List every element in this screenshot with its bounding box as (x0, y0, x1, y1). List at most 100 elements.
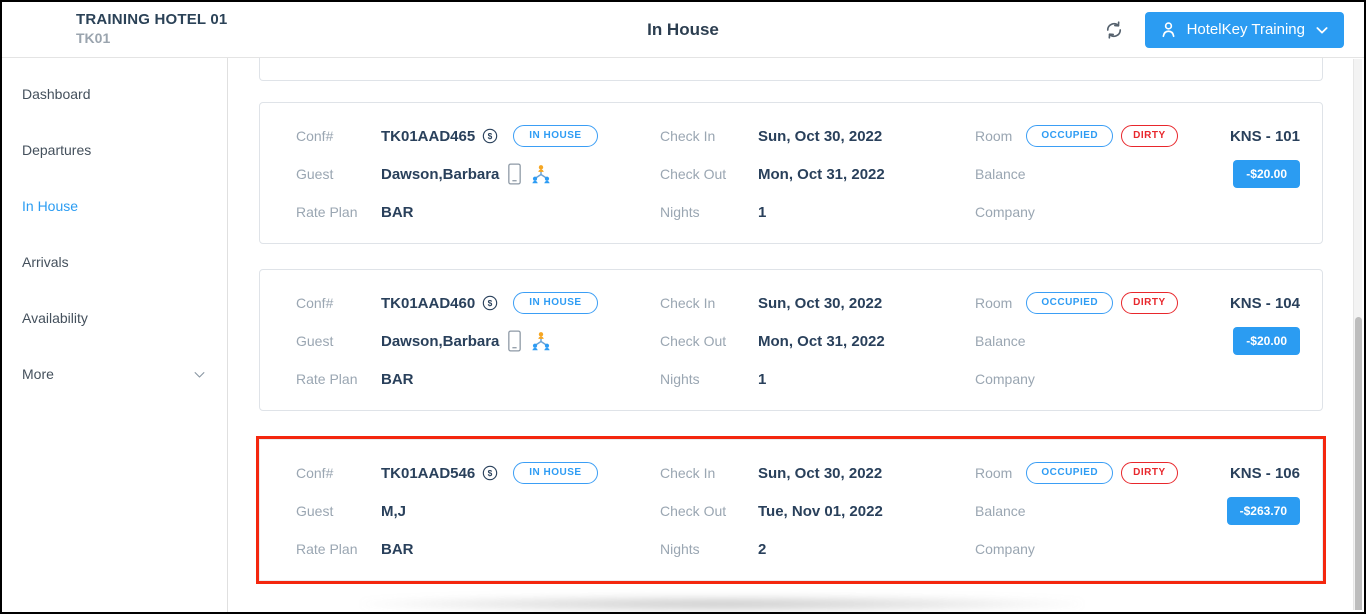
check-in-value: Sun, Oct 30, 2022 (758, 127, 883, 145)
dollar-circle-icon[interactable]: $ (482, 128, 498, 144)
card-row-3: Rate Plan BAR Nights 1 Company (296, 360, 1300, 398)
reservation-list: Conf# TK01AAD465 $ IN HOUSE Check In Sun… (228, 58, 1364, 612)
mobile-phone-icon[interactable] (506, 162, 523, 186)
reservation-card[interactable]: Conf# TK01AAD546 $ IN HOUSE Check In Sun… (259, 439, 1323, 581)
sidebar-item-label: Availability (22, 310, 88, 326)
guest-share-icon[interactable] (530, 331, 552, 352)
balance-button[interactable]: -$20.00 (1233, 327, 1300, 355)
nights-label: Nights (660, 541, 700, 557)
guest-label: Guest (296, 503, 334, 519)
sidebar-item-label: Arrivals (22, 254, 69, 270)
guest-label: Guest (296, 333, 334, 349)
svg-text:$: $ (488, 468, 493, 478)
room-dirty-badge: DIRTY (1121, 292, 1178, 314)
room-status-group: Room OCCUPIED DIRTY (975, 462, 1180, 484)
rate-plan-label: Rate Plan (296, 541, 358, 557)
hotel-block: TRAINING HOTEL 01 TK01 (2, 11, 227, 47)
rate-plan-value: BAR (381, 370, 414, 388)
sidebar-item-availability[interactable]: Availability (2, 290, 227, 346)
sidebar-item-label: More (22, 366, 54, 382)
conf-value-group: TK01AAD460 $ IN HOUSE (381, 292, 660, 314)
conf-label: Conf# (296, 295, 334, 311)
card-row-3: Rate Plan BAR Nights 1 Company (296, 193, 1300, 231)
dollar-circle-icon[interactable]: $ (482, 465, 498, 481)
balance-group: Balance (975, 503, 1180, 519)
check-out-label: Check Out (660, 166, 727, 182)
conf-value-group: TK01AAD465 $ IN HOUSE (381, 125, 660, 147)
rate-plan-label: Rate Plan (296, 204, 358, 220)
conf-number: TK01AAD460 (381, 294, 476, 312)
sidebar-item-in-house[interactable]: In House (2, 178, 227, 234)
room-dirty-badge: DIRTY (1121, 125, 1178, 147)
check-in-label: Check In (660, 295, 716, 311)
room-number: KNS - 101 (1229, 127, 1300, 145)
check-in-label: Check In (660, 128, 716, 144)
balance-label: Balance (975, 333, 1026, 349)
sidebar-item-departures[interactable]: Departures (2, 122, 227, 178)
balance-button[interactable]: -$263.70 (1226, 497, 1300, 525)
conf-label: Conf# (296, 465, 334, 481)
check-out-value: Mon, Oct 31, 2022 (758, 332, 885, 350)
mobile-phone-icon[interactable] (506, 329, 523, 353)
nights-value: 1 (758, 370, 767, 388)
rate-plan-label: Rate Plan (296, 371, 358, 387)
sidebar-nav: Dashboard Departures In House Arrivals A… (2, 58, 228, 612)
highlight-border: Conf# TK01AAD546 $ IN HOUSE Check In Sun… (256, 436, 1326, 584)
person-icon (1159, 20, 1178, 39)
dollar-circle-icon[interactable]: $ (482, 295, 498, 311)
balance-group: Balance (975, 166, 1180, 182)
sidebar-item-dashboard[interactable]: Dashboard (2, 66, 227, 122)
page-title: In House (647, 19, 719, 39)
guest-label: Guest (296, 166, 334, 182)
room-number: KNS - 106 (1229, 464, 1300, 482)
sidebar-item-label: Departures (22, 142, 92, 158)
hotel-code: TK01 (76, 30, 111, 47)
reservation-card[interactable]: Conf# TK01AAD465 $ IN HOUSE Check In Sun… (259, 102, 1323, 244)
chevron-down-icon (192, 367, 207, 382)
conf-label: Conf# (296, 128, 334, 144)
balance-cell: -$20.00 (1180, 327, 1300, 355)
check-out-label: Check Out (660, 503, 727, 519)
room-label: Room (975, 465, 1013, 481)
room-status-group: Room OCCUPIED DIRTY (975, 125, 1180, 147)
top-header: TRAINING HOTEL 01 TK01 In House (2, 2, 1364, 58)
room-label: Room (975, 295, 1013, 311)
nights-label: Nights (660, 204, 700, 220)
card-row-3: Rate Plan BAR Nights 2 Company (296, 530, 1300, 568)
guest-name: M,J (381, 502, 407, 520)
card-row-2: Guest Dawson,Barbara (296, 322, 1300, 360)
balance-cell: -$263.70 (1180, 497, 1300, 525)
company-label: Company (975, 371, 1035, 387)
balance-cell: -$20.00 (1180, 160, 1300, 188)
user-menu-label: HotelKey Training (1186, 21, 1305, 38)
room-occupied-badge: OCCUPIED (1026, 292, 1114, 314)
header-right: HotelKey Training (1103, 11, 1364, 48)
check-in-value: Sun, Oct 30, 2022 (758, 294, 883, 312)
sidebar-item-more[interactable]: More (2, 346, 227, 402)
reservation-card[interactable]: Conf# TK01AAD460 $ IN HOUSE Check In Sun… (259, 269, 1323, 411)
guest-name: Dawson,Barbara (381, 332, 500, 350)
check-in-value: Sun, Oct 30, 2022 (758, 464, 883, 482)
room-occupied-badge: OCCUPIED (1026, 462, 1114, 484)
scrollbar-thumb[interactable] (1355, 317, 1362, 610)
nights-label: Nights (660, 371, 700, 387)
card-row-1: Conf# TK01AAD465 $ IN HOUSE Check In Sun… (296, 117, 1300, 155)
card-row-1: Conf# TK01AAD460 $ IN HOUSE Check In Sun… (296, 284, 1300, 322)
check-in-label: Check In (660, 465, 716, 481)
chevron-down-icon (1314, 22, 1330, 38)
scrollbar[interactable] (1353, 59, 1362, 610)
status-badge: IN HOUSE (513, 292, 598, 314)
room-number: KNS - 104 (1229, 294, 1300, 312)
room-label: Room (975, 128, 1013, 144)
guest-share-icon[interactable] (530, 164, 552, 185)
guest-name: Dawson,Barbara (381, 165, 500, 183)
balance-button[interactable]: -$20.00 (1233, 160, 1300, 188)
refresh-icon[interactable] (1103, 19, 1125, 41)
conf-number: TK01AAD465 (381, 127, 476, 145)
balance-group: Balance (975, 333, 1180, 349)
user-menu-button[interactable]: HotelKey Training (1144, 11, 1344, 48)
card-row-2: Guest M,J Check Out Tue, Nov 01, 2022 Ba… (296, 492, 1300, 530)
hotel-name: TRAINING HOTEL 01 (76, 11, 228, 29)
sidebar-item-arrivals[interactable]: Arrivals (2, 234, 227, 290)
